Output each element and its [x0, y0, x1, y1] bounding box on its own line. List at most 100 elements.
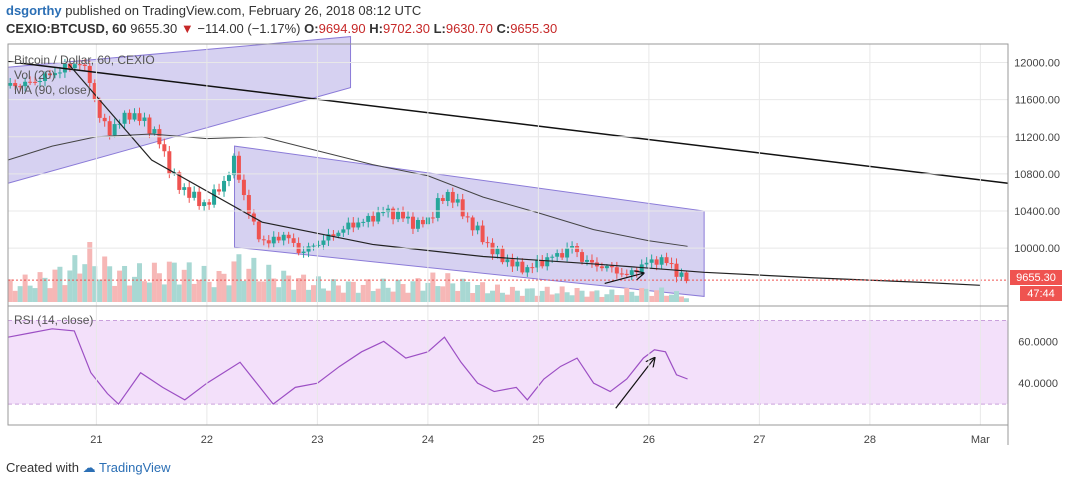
tradingview-link[interactable]: TradingView — [99, 460, 171, 475]
volume-bar — [678, 296, 684, 302]
candle-body — [535, 260, 540, 268]
candle-body — [192, 191, 197, 198]
candle-body — [28, 81, 33, 83]
volume-bar — [619, 295, 625, 302]
volume-bar — [112, 285, 118, 302]
volume-bar — [529, 288, 535, 302]
x-tick-label: 22 — [201, 434, 213, 446]
volume-bar — [151, 262, 157, 302]
candle-body — [346, 222, 351, 230]
candle-body — [266, 240, 271, 244]
legend-ma: MA (90, close) — [14, 83, 91, 97]
rsi-pane[interactable] — [7, 319, 1008, 409]
volume-bar — [335, 285, 341, 302]
published-text: published on TradingView.com, February 2… — [65, 3, 422, 18]
volume-bar — [261, 281, 267, 302]
candle-body — [470, 217, 475, 231]
volume-bar — [674, 291, 680, 302]
candle-body — [152, 129, 157, 134]
candle-body — [495, 248, 500, 255]
volume-bar — [92, 266, 98, 302]
volume-bar — [42, 277, 48, 302]
candle-body — [420, 219, 425, 225]
volume-bar — [509, 286, 515, 302]
candle-body — [545, 257, 550, 267]
author-link[interactable]: dsgorthy — [6, 3, 62, 18]
volume-bar — [306, 289, 312, 302]
candle-body — [679, 272, 684, 277]
candle-body — [609, 266, 614, 268]
volume-bar — [315, 276, 321, 302]
high-label: H: — [369, 21, 383, 36]
volume-bar — [589, 291, 595, 302]
x-tick-label: 21 — [90, 434, 102, 446]
volume-bar — [554, 293, 560, 302]
volume-bar — [420, 290, 426, 302]
candle-body — [212, 189, 217, 205]
volume-bar — [659, 287, 665, 302]
volume-bar — [325, 290, 331, 302]
price-pane[interactable] — [7, 36, 1009, 302]
candle-body — [72, 64, 77, 69]
volume-bar — [490, 290, 496, 302]
volume-bar — [97, 279, 103, 302]
volume-bar — [609, 289, 615, 302]
footer: Created with ☁ TradingView — [6, 460, 171, 476]
volume-bar — [649, 295, 655, 302]
x-tick-label: 24 — [422, 434, 434, 446]
chart-header: dsgorthy published on TradingView.com, F… — [6, 2, 1066, 40]
volume-bar — [231, 261, 237, 302]
candle-body — [644, 262, 649, 265]
candle-body — [87, 65, 92, 84]
volume-bar — [435, 286, 441, 302]
publish-line: dsgorthy published on TradingView.com, F… — [6, 2, 1066, 20]
candle-body — [410, 216, 415, 229]
candle-body — [197, 191, 202, 207]
volume-bar — [107, 266, 113, 302]
volume-bar — [559, 286, 565, 302]
candle-body — [77, 64, 82, 66]
volume-bar — [465, 281, 471, 302]
candle-body — [386, 208, 391, 213]
candle-body — [450, 191, 455, 203]
candle-body — [585, 259, 590, 262]
candle-body — [127, 112, 132, 120]
volume-bar — [599, 296, 605, 302]
candle-body — [430, 217, 435, 219]
candle-body — [112, 124, 117, 136]
volume-bar — [22, 274, 28, 302]
candle-body — [52, 73, 57, 76]
volume-bar — [122, 265, 128, 302]
candle-body — [82, 64, 87, 66]
candle-body — [565, 248, 570, 258]
volume-bar — [320, 288, 326, 302]
created-with-text: Created with — [6, 460, 79, 475]
candle-body — [281, 234, 286, 241]
countdown-badge: 47:44 — [1027, 288, 1055, 300]
volume-bar — [654, 290, 660, 302]
volume-bar — [276, 287, 282, 302]
volume-bar — [241, 280, 247, 302]
volume-bar — [629, 291, 635, 302]
volume-bar — [301, 274, 307, 302]
volume-bar — [52, 269, 58, 302]
volume-bar — [62, 285, 68, 302]
volume-bar — [480, 282, 486, 302]
volume-bar — [460, 278, 466, 302]
candle-body — [530, 267, 535, 269]
candle-body — [187, 187, 192, 198]
candle-body — [182, 187, 187, 190]
volume-bar — [141, 281, 147, 302]
volume-bar — [311, 285, 317, 302]
price-change: −114.00 (−1.17%) — [197, 21, 301, 36]
volume-bar — [664, 295, 670, 302]
volume-bar — [524, 288, 530, 302]
volume-bar — [355, 292, 361, 302]
candle-body — [435, 198, 440, 218]
volume-bar — [445, 273, 451, 302]
volume-bar — [226, 285, 232, 302]
volume-bar — [77, 273, 83, 302]
volume-bar — [415, 278, 421, 302]
candle-body — [664, 257, 669, 264]
